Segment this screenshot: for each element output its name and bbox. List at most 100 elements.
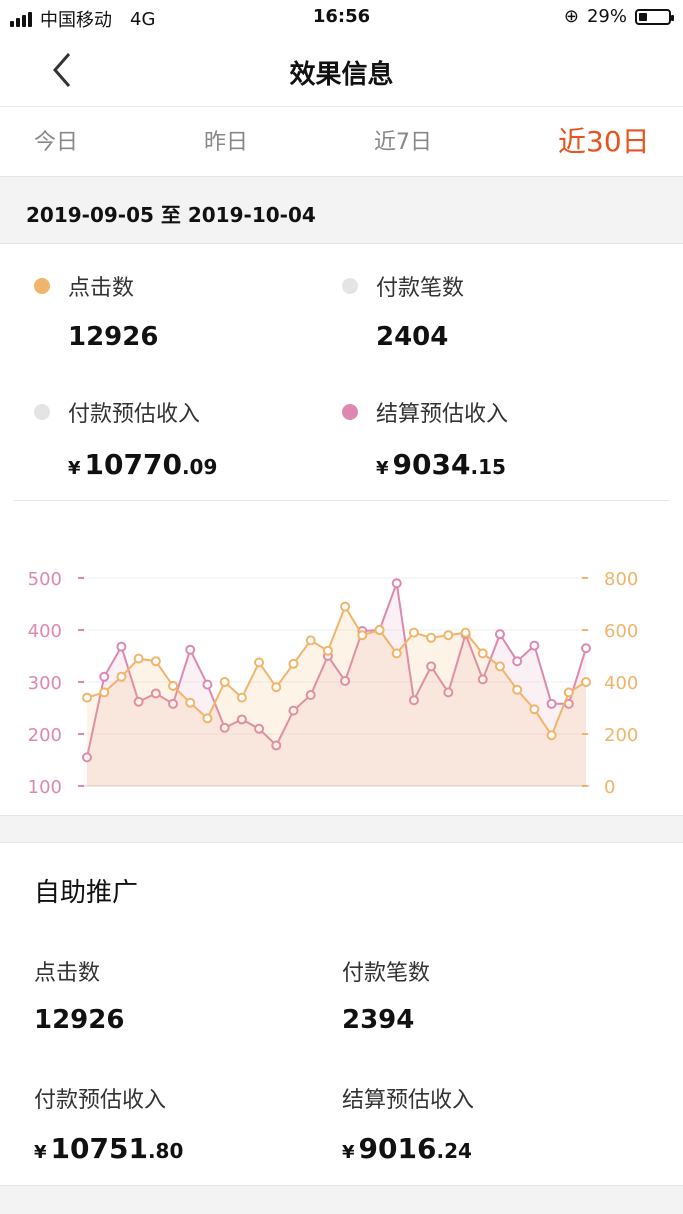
data-point xyxy=(460,627,471,638)
data-point xyxy=(116,671,127,682)
data-point xyxy=(494,629,505,640)
left-axis-label: 400 xyxy=(28,621,62,642)
value-decimal: .80 xyxy=(147,1139,184,1163)
data-point xyxy=(322,645,333,656)
metric-value: ¥10770.09 xyxy=(68,448,217,481)
currency-symbol: ¥ xyxy=(34,1142,47,1163)
tab-yesterday[interactable]: 昨日 xyxy=(204,130,249,155)
data-point xyxy=(202,713,213,724)
series-area xyxy=(87,606,586,786)
metric-value: 2404 xyxy=(376,322,449,352)
right-axis-label: 600 xyxy=(604,621,638,642)
data-point xyxy=(494,661,505,672)
signal-icon xyxy=(10,11,32,27)
battery-percent: 29% xyxy=(586,6,627,27)
right-axis-label: 800 xyxy=(604,569,638,590)
data-point xyxy=(99,671,110,682)
right-axis-label: 200 xyxy=(604,725,638,746)
tab-7days[interactable]: 近7日 xyxy=(374,130,432,155)
chevron-left-icon xyxy=(53,53,71,87)
metric-value: 12926 xyxy=(34,1005,125,1035)
data-point xyxy=(185,644,196,655)
data-point xyxy=(477,648,488,659)
section-gap xyxy=(0,815,683,843)
data-point xyxy=(408,695,419,706)
data-point xyxy=(477,674,488,685)
data-point xyxy=(340,675,351,686)
data-point xyxy=(236,714,247,725)
rotation-lock-icon: ⊕ xyxy=(563,6,579,27)
metric-payments[interactable]: 付款笔数 2404 xyxy=(342,270,464,352)
data-point xyxy=(340,601,351,612)
metric-label: 付款预估收入 xyxy=(68,402,201,427)
data-point xyxy=(529,704,540,715)
right-axis-label: 0 xyxy=(604,777,615,798)
data-point xyxy=(219,722,230,733)
status-left: 中国移动 4G xyxy=(10,6,155,32)
data-point xyxy=(254,657,265,668)
value-integer: 10770 xyxy=(84,448,182,481)
data-point xyxy=(305,690,316,700)
page-title: 效果信息 xyxy=(289,60,394,90)
battery-icon xyxy=(635,8,674,25)
data-point xyxy=(408,627,419,638)
metric-label: 结算预估收入 xyxy=(342,1088,475,1113)
data-point xyxy=(426,632,437,643)
legend-dot-payments xyxy=(342,278,358,294)
back-button[interactable] xyxy=(42,50,82,90)
currency-symbol: ¥ xyxy=(68,458,81,479)
metric-label: 付款笔数 xyxy=(376,276,465,301)
right-axis-label: 400 xyxy=(604,673,638,694)
value-decimal: .09 xyxy=(181,455,218,479)
data-point xyxy=(185,697,196,708)
data-point xyxy=(529,640,540,651)
left-axis-label: 200 xyxy=(28,725,62,746)
data-point xyxy=(512,684,523,695)
status-bar: 中国移动 4G 16:56 ⊕ 29% xyxy=(0,0,683,36)
data-point xyxy=(168,680,179,691)
status-time: 16:56 xyxy=(312,6,371,27)
trend-chart: 500 800 400 600 300 400 200 200 100 0 xyxy=(28,569,639,798)
data-point xyxy=(288,705,299,716)
legend-dot-settle-income xyxy=(342,404,358,420)
data-point xyxy=(581,677,591,687)
data-point xyxy=(357,630,368,641)
data-point xyxy=(271,682,282,693)
currency-symbol: ¥ xyxy=(342,1142,355,1163)
self-promo-payments: 付款笔数 2394 xyxy=(342,955,430,1035)
data-point xyxy=(426,661,437,672)
data-point xyxy=(391,578,402,589)
tab-30days[interactable]: 近30日 xyxy=(558,125,650,158)
value-integer: 9016 xyxy=(358,1132,437,1165)
data-point xyxy=(254,723,265,734)
tab-today[interactable]: 今日 xyxy=(34,130,79,155)
navigation-bar: 效果信息 xyxy=(0,36,683,107)
metric-value: ¥9034.15 xyxy=(376,448,508,481)
legend-dot-clicks xyxy=(34,278,50,294)
left-axis-label: 300 xyxy=(28,673,62,694)
data-point xyxy=(581,643,591,654)
data-point xyxy=(150,688,161,699)
series-area xyxy=(87,583,586,786)
date-tabs: 今日 昨日 近7日 近30日 xyxy=(0,106,683,176)
data-point xyxy=(202,679,213,690)
data-point xyxy=(271,740,282,751)
date-range: 2019-09-05 至 2019-10-04 xyxy=(26,203,316,227)
data-point xyxy=(133,653,144,664)
metric-value: ¥9016.24 xyxy=(342,1132,474,1165)
left-axis-label: 500 xyxy=(28,569,62,590)
metric-settle-income[interactable]: 结算预估收入 ¥9034.15 xyxy=(342,396,508,481)
metric-label: 点击数 xyxy=(34,961,101,986)
data-point xyxy=(82,752,92,763)
date-range-bar: 2019-09-05 至 2019-10-04 xyxy=(0,176,683,244)
data-point xyxy=(305,635,316,646)
data-point xyxy=(82,692,92,703)
data-point xyxy=(116,641,127,652)
metric-est-income[interactable]: 付款预估收入 ¥10770.09 xyxy=(34,396,217,481)
metric-clicks[interactable]: 点击数 12926 xyxy=(34,270,158,352)
data-point xyxy=(443,687,454,698)
data-point xyxy=(374,625,385,635)
value-decimal: .15 xyxy=(470,455,506,479)
legend-dot-est-income xyxy=(34,404,50,420)
self-promo-settle-income: 结算预估收入 ¥9016.24 xyxy=(342,1082,474,1165)
